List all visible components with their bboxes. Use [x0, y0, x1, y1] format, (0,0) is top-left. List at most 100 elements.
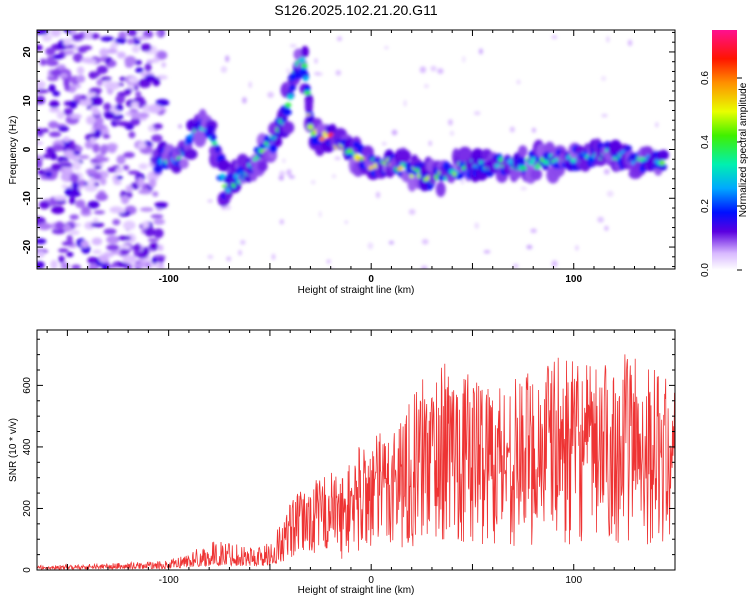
heatmap-cell	[56, 111, 65, 120]
heatmap-cell	[69, 229, 80, 236]
heatmap-cell	[127, 170, 141, 175]
heatmap-cell	[224, 205, 232, 211]
heatmap-cell	[207, 199, 213, 203]
heatmap-cell	[54, 221, 65, 230]
heatmap-cell	[367, 242, 374, 250]
heatmap-cell	[48, 131, 62, 138]
heatmap-cell	[397, 165, 403, 172]
heatmap-cell	[132, 244, 142, 252]
heatmap-cell	[155, 99, 170, 107]
heatmap-cell	[144, 226, 155, 237]
heatmap-cell	[304, 90, 311, 95]
heatmap-cell	[78, 179, 85, 187]
snr-ylabel: SNR (10 * v/v)	[8, 418, 19, 482]
heatmap-cell	[80, 57, 95, 64]
heatmap-cell	[531, 127, 537, 133]
heatmap-cell	[86, 92, 97, 97]
heatmap-cell	[157, 256, 165, 263]
heatmap-cell	[408, 208, 416, 215]
heatmap-cell	[606, 190, 614, 197]
heatmap-cell	[58, 255, 65, 263]
heatmap-cell	[37, 140, 44, 146]
heatmap-cell	[606, 36, 610, 43]
heatmap-cell	[51, 228, 66, 235]
heatmap-cell	[128, 131, 136, 139]
heatmap-cell	[210, 133, 217, 142]
heatmap-cell	[157, 244, 164, 252]
heatmap-cell	[273, 136, 283, 147]
heatmap-cell	[96, 78, 103, 87]
heatmap-cell	[37, 250, 45, 258]
heatmap-cell	[217, 159, 231, 172]
heatmap-cell	[50, 259, 58, 269]
heatmap-cell	[148, 103, 162, 114]
heatmap-cell	[286, 168, 292, 176]
spectrogram-xlabel: Height of straight line (km)	[298, 285, 415, 296]
heatmap-cell	[120, 194, 130, 205]
heatmap-cell	[628, 152, 639, 162]
heatmap-cell	[69, 100, 78, 109]
heatmap-cell	[50, 69, 63, 77]
heatmap-cell	[147, 238, 159, 243]
heatmap-cell	[240, 239, 246, 245]
heatmap-cell	[38, 99, 45, 104]
heatmap-cell	[66, 234, 73, 244]
heatmap-cell	[124, 88, 133, 94]
heatmap-cell	[68, 196, 76, 205]
colorbar-gradient	[712, 30, 737, 270]
heatmap-cell	[89, 137, 96, 144]
heatmap-cell	[71, 264, 81, 269]
heatmap-cell	[304, 98, 313, 115]
heatmap-cell	[78, 155, 90, 160]
heatmap-cell	[84, 184, 98, 192]
heatmap-cell	[115, 167, 123, 174]
heatmap-cell	[70, 173, 80, 183]
heatmap-cell	[115, 103, 124, 112]
heatmap-cell	[92, 249, 102, 255]
heatmap-cell	[100, 76, 112, 81]
heatmap-cell	[515, 156, 526, 167]
heatmap-cell	[106, 244, 120, 251]
heatmap-cell	[409, 173, 414, 179]
heatmap-cell	[52, 90, 61, 97]
heatmap-cell	[447, 119, 453, 126]
heatmap-cell	[314, 71, 320, 76]
heatmap-cell	[530, 168, 543, 181]
heatmap-cell	[102, 134, 111, 139]
tick-label: 600	[22, 377, 33, 394]
heatmap-cell	[512, 263, 519, 269]
snr-series-line	[37, 354, 675, 570]
heatmap-cell	[268, 143, 278, 154]
heatmap-cell	[138, 163, 148, 170]
heatmap-cell	[113, 180, 122, 185]
heatmap-cell	[184, 148, 198, 160]
heatmap-cell	[193, 129, 207, 148]
heatmap-cell	[462, 56, 466, 63]
heatmap-cell	[657, 149, 669, 161]
heatmap-cell	[108, 59, 117, 68]
heatmap-cell	[116, 121, 131, 127]
heatmap-cell	[116, 51, 126, 59]
heatmap-cell	[314, 58, 318, 64]
heatmap-cell	[130, 101, 139, 108]
heatmap-cell	[86, 115, 96, 125]
heatmap-cell	[69, 113, 82, 120]
heatmap-cell	[516, 79, 521, 85]
heatmap-cell	[128, 76, 139, 84]
heatmap-cell	[526, 244, 533, 250]
heatmap-cell	[289, 72, 296, 82]
tick-label: 200	[22, 500, 33, 517]
heatmap-cell	[137, 177, 145, 188]
heatmap-cell	[38, 200, 50, 210]
heatmap-cell	[384, 46, 389, 50]
heatmap-cell	[63, 39, 71, 46]
heatmap-cell	[153, 164, 163, 174]
heatmap-cell	[95, 192, 108, 202]
heatmap-cell	[69, 86, 76, 94]
tick-label: 0	[368, 274, 374, 285]
heatmap-cell	[50, 30, 62, 38]
heatmap-cell	[542, 151, 552, 161]
heatmap-cell	[335, 70, 342, 76]
heatmap-cell	[94, 128, 102, 138]
